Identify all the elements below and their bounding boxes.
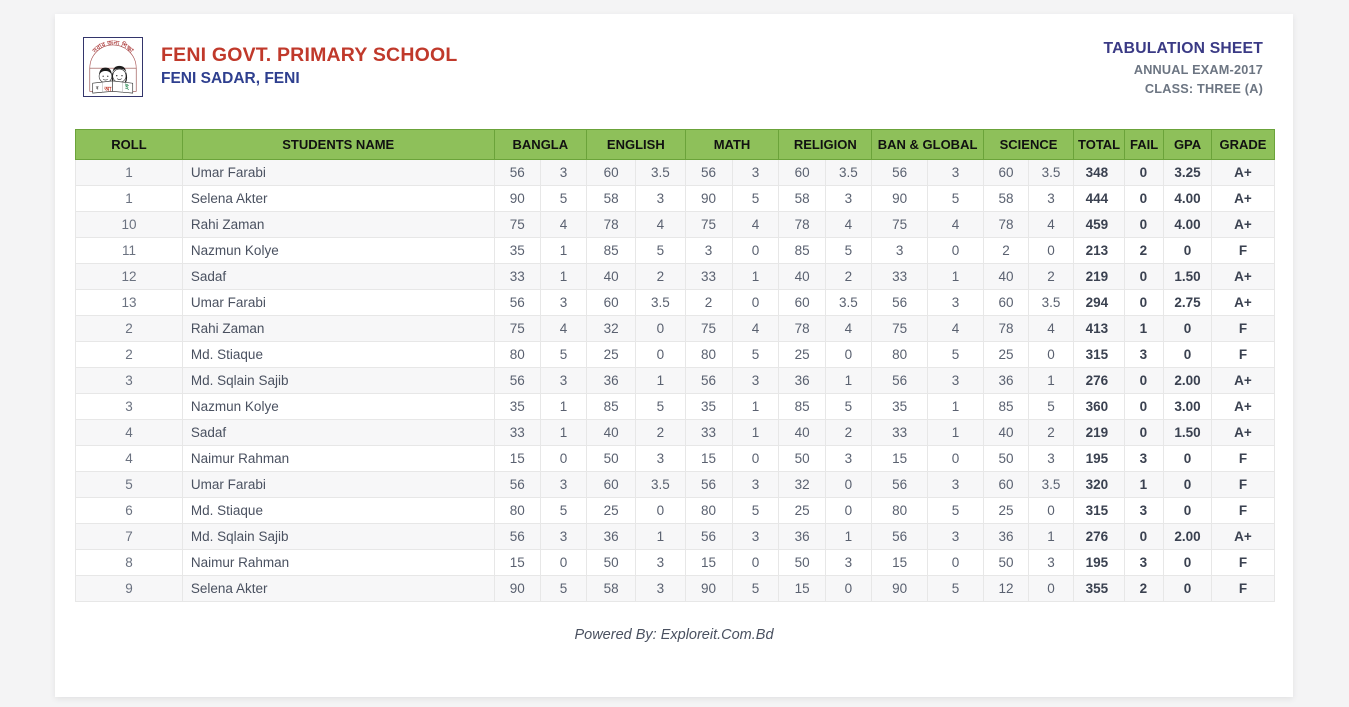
svg-text:আ: আ xyxy=(103,86,112,93)
svg-text:ই: ই xyxy=(124,84,129,92)
svg-text:ব: ব xyxy=(95,86,99,91)
